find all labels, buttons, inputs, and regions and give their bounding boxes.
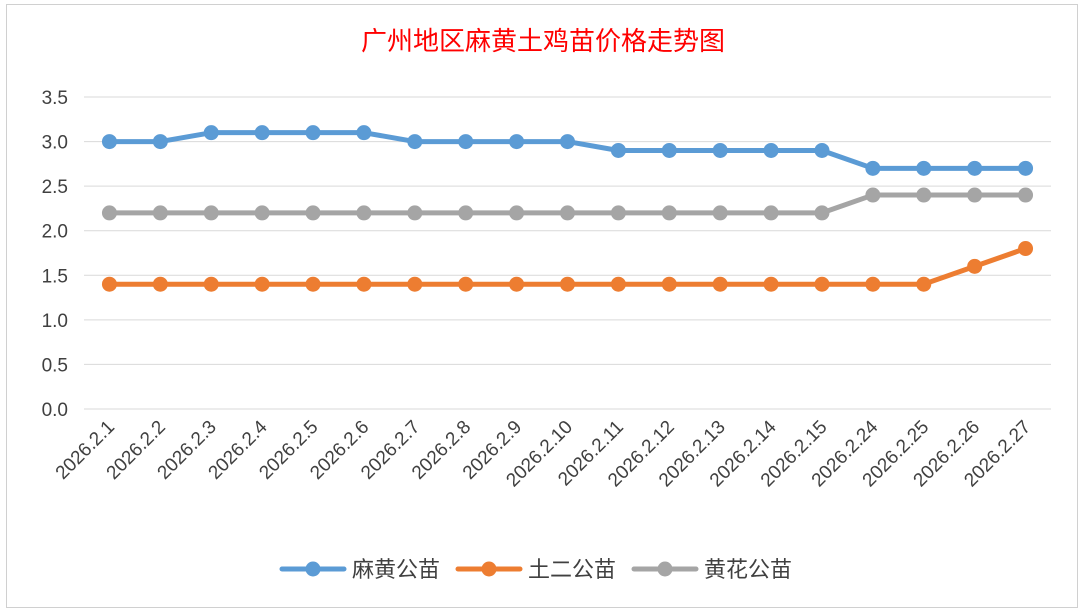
data-point [356,276,372,292]
data-point [356,125,372,141]
series-1 [101,125,1034,176]
data-point [560,276,575,292]
y-tick-label: 2.0 [42,222,68,243]
y-tick-label: 1.5 [42,266,68,287]
data-point [763,276,779,292]
data-point [254,125,270,141]
legend[interactable]: 麻黄公苗 土二公苗 黄花公苗 [279,558,792,583]
data-point [203,205,219,221]
y-tick-label: 3.0 [42,133,68,154]
data-point [101,205,117,221]
data-point [916,160,932,176]
gridlines [84,96,1051,410]
data-point [916,187,932,203]
data-point [865,276,881,292]
data-point [560,134,575,150]
data-point [560,205,575,221]
data-point [1018,187,1034,203]
y-tick-label: 2.5 [42,177,68,198]
data-point [814,205,830,221]
data-point [152,205,168,221]
y-axis: 0.0 0.5 1.0 1.5 2.0 2.5 3.0 3.5 [42,88,68,421]
data-point [254,276,270,292]
data-point [1018,160,1034,176]
data-point [712,142,728,158]
legend-swatch-marker [657,561,673,577]
data-point [101,276,117,292]
data-point [203,276,219,292]
data-point [305,276,321,292]
legend-item[interactable]: 麻黄公苗 [279,558,440,583]
legend-label: 土二公苗 [528,558,616,583]
data-point [967,258,983,274]
data-point [865,160,881,176]
y-tick-label: 3.5 [42,88,68,109]
data-point [610,276,626,292]
data-point [356,205,372,221]
data-point [509,134,525,150]
data-point [458,134,474,150]
data-point [610,205,626,221]
y-tick-label: 1.0 [42,311,68,332]
chart-frame [6,4,1078,608]
data-point [763,142,779,158]
data-point [661,205,677,221]
data-point [661,276,677,292]
data-point [967,160,983,176]
data-point [407,134,423,150]
data-point [712,205,728,221]
data-point [152,276,168,292]
legend-item[interactable]: 黄花公苗 [631,558,792,583]
series-layer [101,125,1034,292]
series-3 [101,187,1034,221]
data-point [661,142,677,158]
data-point [916,276,932,292]
data-point [610,142,626,158]
y-tick-label: 0.5 [42,355,68,376]
data-point [254,205,270,221]
data-point [458,205,474,221]
chart-title: 广州地区麻黄土鸡苗价格走势图 [361,27,725,57]
data-point [152,134,168,150]
data-point [814,276,830,292]
legend-swatch-marker [305,561,321,577]
data-point [509,205,525,221]
legend-label: 黄花公苗 [704,558,792,583]
data-point [101,134,117,150]
data-point [509,276,525,292]
data-point [814,142,830,158]
legend-item[interactable]: 土二公苗 [455,558,616,583]
data-point [967,187,983,203]
legend-swatch-marker [481,561,497,577]
data-point [1018,241,1034,257]
x-axis: 2026.2.12026.2.22026.2.32026.2.42026.2.5… [52,416,1035,491]
y-tick-label: 0.0 [42,400,68,421]
data-point [865,187,881,203]
legend-label: 麻黄公苗 [352,558,440,583]
data-point [203,125,219,141]
data-point [458,276,474,292]
data-point [763,205,779,221]
data-point [305,125,321,141]
data-point [407,205,423,221]
data-point [305,205,321,221]
data-point [407,276,423,292]
data-point [712,276,728,292]
series-2 [101,241,1034,292]
